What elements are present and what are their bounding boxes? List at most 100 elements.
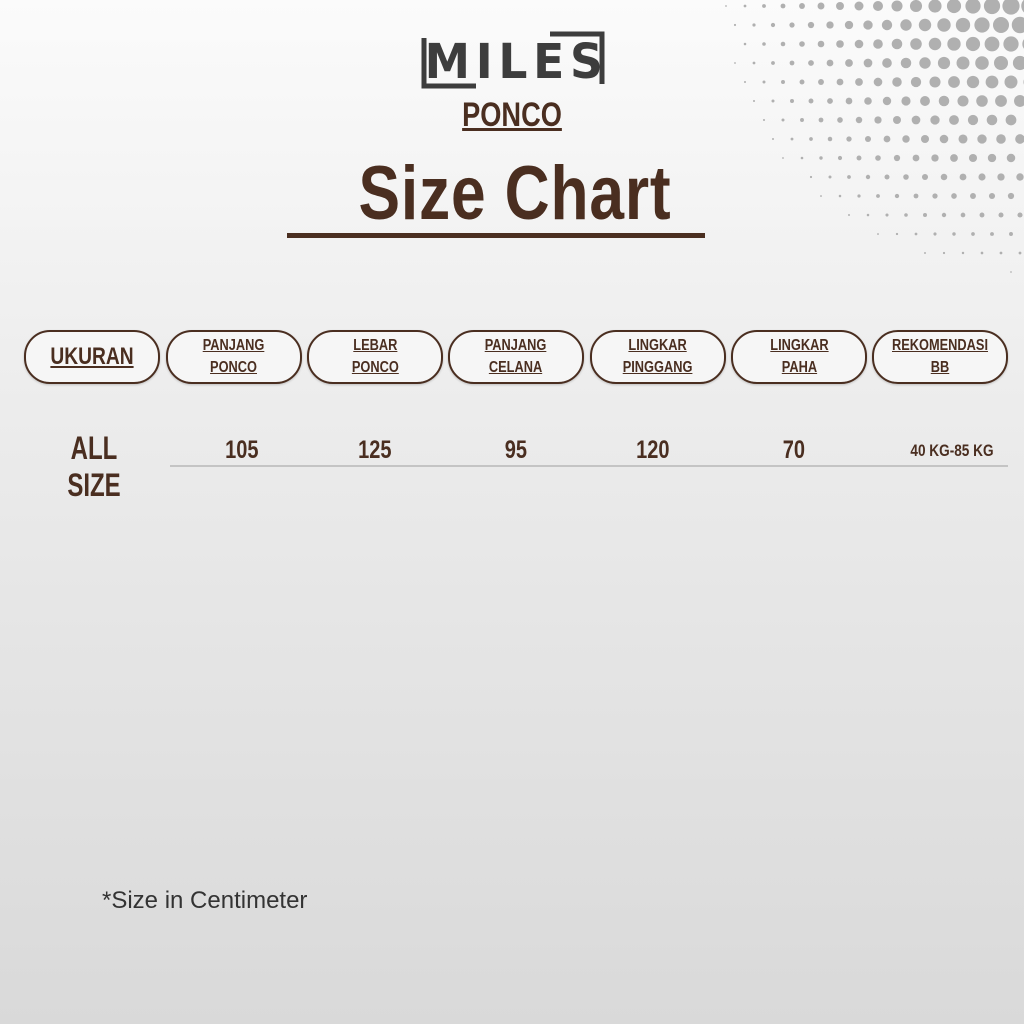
halftone-dot bbox=[999, 251, 1003, 255]
halftone-dot bbox=[922, 212, 928, 218]
halftone-dot bbox=[807, 21, 815, 29]
halftone-dot bbox=[789, 60, 795, 66]
halftone-dot bbox=[846, 136, 852, 142]
halftone-dot bbox=[910, 76, 922, 88]
halftone-dot bbox=[771, 99, 775, 103]
halftone-dot bbox=[808, 98, 814, 104]
halftone-dot bbox=[997, 173, 1005, 181]
halftone-dot bbox=[873, 39, 883, 49]
halftone-dot bbox=[836, 40, 844, 48]
halftone-dot bbox=[837, 155, 843, 161]
halftone-dot bbox=[971, 232, 975, 236]
halftone-dot bbox=[854, 1, 864, 11]
halftone-dot bbox=[956, 56, 970, 70]
halftone-dot bbox=[937, 18, 951, 32]
halftone-dot bbox=[957, 95, 969, 107]
halftone-dot bbox=[875, 155, 881, 161]
halftone-dot bbox=[1011, 16, 1024, 34]
halftone-dot bbox=[789, 22, 795, 28]
halftone-dot bbox=[902, 135, 910, 143]
halftone-dot bbox=[995, 95, 1007, 107]
halftone-dot bbox=[882, 58, 892, 68]
halftone-dot bbox=[1015, 134, 1024, 144]
halftone-dot bbox=[979, 212, 985, 218]
header-rekomendasi-bb: REKOMENDASI BB bbox=[872, 330, 1008, 384]
halftone-dot bbox=[892, 115, 902, 125]
halftone-dot bbox=[780, 41, 786, 47]
halftone-dot bbox=[987, 153, 997, 163]
halftone-dot bbox=[772, 138, 774, 140]
halftone-dot bbox=[960, 212, 966, 218]
halftone-dot bbox=[1006, 153, 1016, 163]
halftone-dot bbox=[965, 36, 981, 52]
halftone-dot bbox=[920, 96, 930, 106]
halftone-dot bbox=[1010, 271, 1012, 273]
halftone-dot bbox=[949, 115, 959, 125]
halftone-dot bbox=[799, 3, 805, 9]
halftone-dot bbox=[975, 56, 989, 70]
halftone-dot bbox=[928, 0, 942, 13]
halftone-dot bbox=[781, 80, 785, 84]
halftone-dot bbox=[984, 36, 1000, 52]
halftone-dot bbox=[817, 40, 825, 48]
value-rekomendasi-bb: 40 KG-85 KG bbox=[910, 441, 994, 460]
halftone-dot bbox=[752, 23, 756, 27]
halftone-dot bbox=[947, 37, 961, 51]
halftone-dot bbox=[965, 0, 981, 14]
halftone-dot bbox=[983, 0, 1001, 15]
halftone-dot bbox=[771, 61, 775, 65]
halftone-dot bbox=[903, 174, 909, 180]
halftone-dot bbox=[790, 137, 794, 141]
halftone-dot bbox=[809, 137, 813, 141]
halftone-dot bbox=[845, 97, 853, 105]
halftone-dot bbox=[901, 96, 911, 106]
halftone-dot bbox=[892, 77, 902, 87]
halftone-dot bbox=[847, 175, 851, 179]
halftone-dot bbox=[752, 61, 756, 65]
value-lebar-ponco: 125 bbox=[358, 436, 392, 464]
halftone-dot bbox=[818, 117, 824, 123]
halftone-dot bbox=[864, 97, 872, 105]
halftone-dot bbox=[929, 76, 941, 88]
halftone-dot bbox=[1005, 114, 1017, 126]
halftone-dot bbox=[893, 154, 901, 162]
halftone-dot bbox=[990, 232, 994, 236]
halftone-dot bbox=[988, 192, 996, 200]
halftone-dot bbox=[743, 80, 747, 84]
halftone-dot bbox=[985, 75, 999, 89]
halftone-dot bbox=[955, 17, 971, 33]
halftone-dot bbox=[828, 175, 832, 179]
title-underline bbox=[287, 233, 705, 238]
halftone-dot bbox=[874, 116, 882, 124]
row-label: ALL SIZE bbox=[67, 430, 121, 503]
halftone-dot bbox=[799, 41, 805, 47]
halftone-dot bbox=[970, 193, 976, 199]
halftone-dot bbox=[932, 193, 938, 199]
halftone-dot bbox=[762, 118, 766, 122]
halftone-dot bbox=[924, 252, 926, 254]
halftone-dot bbox=[857, 194, 861, 198]
header-panjang-celana: PANJANG CELANA bbox=[448, 330, 584, 384]
halftone-dot bbox=[941, 212, 947, 218]
halftone-dot bbox=[967, 114, 979, 126]
halftone-dot bbox=[931, 154, 939, 162]
halftone-dot bbox=[818, 79, 824, 85]
halftone-dot bbox=[1009, 232, 1013, 236]
halftone-dot bbox=[918, 18, 932, 32]
value-panjang-celana: 95 bbox=[504, 436, 528, 464]
halftone-dot bbox=[976, 95, 988, 107]
halftone-dot bbox=[911, 115, 921, 125]
halftone-dot bbox=[986, 114, 998, 126]
halftone-dot bbox=[780, 3, 786, 9]
halftone-dot bbox=[865, 174, 871, 180]
halftone-dot bbox=[799, 79, 805, 85]
halftone-dot bbox=[762, 42, 766, 46]
halftone-dot bbox=[819, 156, 823, 160]
halftone-dot bbox=[1012, 55, 1024, 71]
halftone-dot bbox=[920, 134, 930, 144]
halftone-dot bbox=[959, 173, 967, 181]
halftone-dot bbox=[980, 251, 984, 255]
halftone-dot bbox=[939, 134, 949, 144]
halftone-dot bbox=[770, 22, 776, 28]
halftone-dot bbox=[863, 58, 873, 68]
